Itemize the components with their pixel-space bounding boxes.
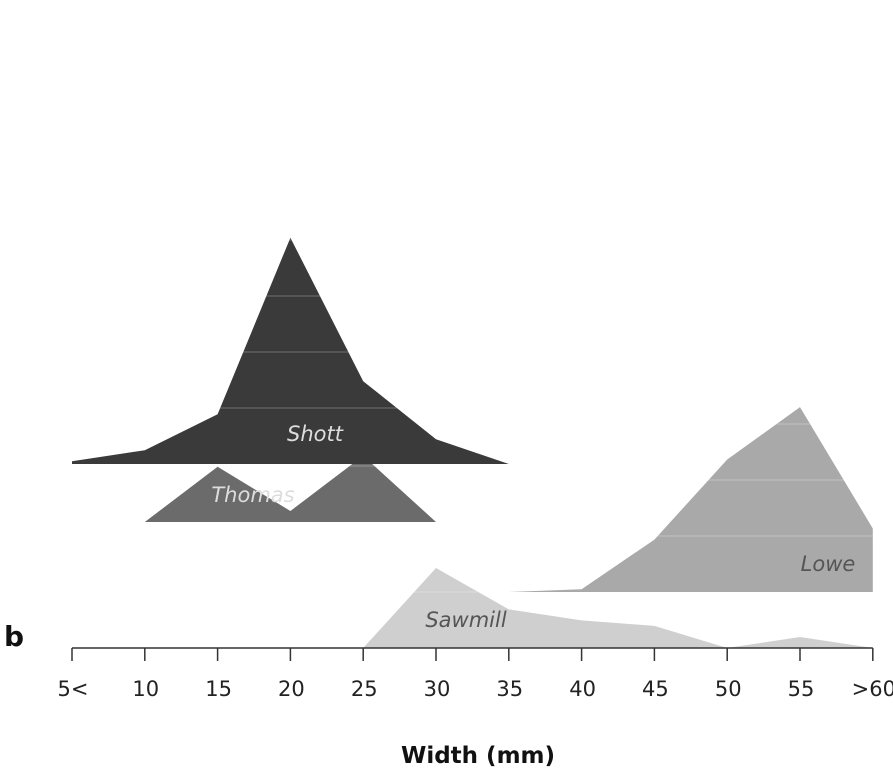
x-tick-label: 50 xyxy=(715,677,742,701)
x-tick-label: >60 xyxy=(852,677,893,701)
x-axis: 5< 10 15 20 25 30 35 40 45 50 55 >60 xyxy=(58,647,893,701)
x-tick-label: 55 xyxy=(788,677,815,701)
series-layer: Lowe Sawmill Thomas Shott xyxy=(72,237,873,648)
series-lowe: Lowe xyxy=(508,407,873,592)
series-area-shott xyxy=(72,237,509,464)
x-tick-label: 35 xyxy=(496,677,523,701)
series-area-thomas xyxy=(144,455,437,522)
x-tick-label: 45 xyxy=(642,677,669,701)
x-tick-label: 10 xyxy=(132,677,159,701)
x-tick-label: 25 xyxy=(351,677,378,701)
series-area-lowe xyxy=(508,407,873,592)
series-label-shott: Shott xyxy=(287,422,344,446)
x-tick-label: 30 xyxy=(424,677,451,701)
x-tick-label: 40 xyxy=(569,677,596,701)
series-label-thomas: Thomas xyxy=(211,483,294,507)
x-tick-label: 5< xyxy=(58,677,89,701)
series-label-sawmill: Sawmill xyxy=(425,608,506,632)
series-thomas: Thomas xyxy=(144,455,437,522)
panel-letter: b xyxy=(4,620,24,653)
series-shott: Shott xyxy=(72,237,509,464)
x-tick-label: 15 xyxy=(205,677,232,701)
series-label-lowe: Lowe xyxy=(801,552,856,576)
series-area-sawmill xyxy=(363,568,873,648)
x-tick-label: 20 xyxy=(278,677,305,701)
x-axis-title: Width (mm) xyxy=(401,743,555,769)
